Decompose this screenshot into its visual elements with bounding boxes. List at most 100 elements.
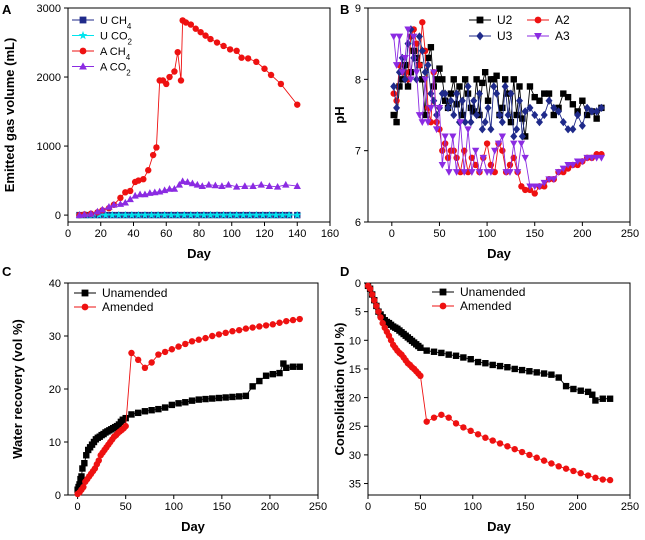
- data-point: [93, 207, 102, 215]
- data-point: [510, 140, 518, 148]
- data-point: [472, 161, 479, 169]
- data-point: [453, 101, 460, 108]
- data-point: [487, 161, 495, 169]
- data-point: [404, 83, 412, 90]
- y-tick-label: 15: [349, 364, 361, 376]
- chart-panel-c: 0 50 100 150 200 250 0 10 20 30 40 Day Water recover…: [2, 264, 327, 534]
- legend-item: A CH4: [72, 46, 131, 62]
- data-point: [121, 198, 129, 206]
- data-point: [166, 73, 173, 81]
- data-point: [494, 140, 503, 148]
- data-point: [569, 101, 577, 108]
- legend-label: Unamended: [102, 286, 167, 300]
- legend-label-subscript: 4: [126, 53, 131, 62]
- data-point: [473, 110, 481, 120]
- chart-panel-b: 0 50 100 150 200 250 6 7 8 9 Day pH B U2 A2 U3 A3: [332, 2, 639, 261]
- y-tick-label: 9: [355, 3, 361, 15]
- data-point: [535, 183, 544, 191]
- data-point: [238, 54, 245, 61]
- y-axis-title: Consolidation (vol %): [332, 323, 347, 456]
- plot-frame: [367, 282, 631, 496]
- x-axis-title: Day: [487, 246, 512, 261]
- data-point: [392, 62, 401, 69]
- data-point: [504, 364, 511, 371]
- data-point: [175, 400, 182, 407]
- data-point: [507, 118, 515, 126]
- data-point: [452, 169, 461, 176]
- y-axis-title: Water recovery (vol %): [10, 319, 25, 459]
- data-point: [145, 167, 152, 174]
- data-point: [599, 476, 606, 483]
- data-point: [114, 210, 123, 219]
- legend-item: Amended: [74, 300, 153, 314]
- data-point: [459, 111, 466, 119]
- data-point: [253, 58, 260, 66]
- data-point: [498, 117, 506, 127]
- data-point: [482, 434, 489, 441]
- data-point: [178, 177, 187, 185]
- y-tick-label: 5: [355, 307, 361, 319]
- y-tick-label: 30: [49, 331, 61, 343]
- data-point: [256, 377, 263, 385]
- data-point: [134, 409, 142, 417]
- data-point: [526, 451, 533, 459]
- data-point: [418, 46, 426, 55]
- data-point: [444, 103, 452, 113]
- legend-marker: [81, 303, 89, 311]
- data-point: [452, 352, 460, 359]
- legend-label: Unamended: [460, 285, 525, 299]
- data-point: [513, 125, 521, 134]
- panel-label: A: [2, 2, 12, 17]
- x-tick-label: 100: [478, 228, 496, 240]
- data-point: [239, 210, 248, 219]
- data-point: [368, 291, 376, 298]
- y-axis-title: Emitted gas volume (mL): [2, 38, 17, 193]
- data-point: [261, 65, 268, 72]
- data-point: [438, 162, 446, 169]
- legend: U2 A2 U3 A3: [469, 13, 570, 43]
- data-point: [398, 69, 406, 77]
- data-point: [583, 103, 591, 113]
- data-point: [449, 133, 457, 141]
- x-tick-label: 80: [193, 228, 205, 240]
- y-tick-label: 2000: [37, 72, 61, 84]
- data-point: [199, 210, 209, 219]
- data-point: [441, 97, 449, 104]
- data-point: [482, 360, 489, 367]
- data-point: [213, 39, 221, 46]
- data-point: [522, 186, 529, 194]
- data-point: [513, 111, 520, 119]
- data-point: [447, 90, 455, 97]
- data-point: [218, 182, 226, 189]
- data-point: [533, 369, 540, 376]
- data-point: [493, 89, 501, 98]
- data-point: [134, 210, 143, 219]
- data-point: [209, 332, 216, 340]
- data-point: [540, 370, 548, 377]
- data-point: [464, 82, 472, 91]
- data-point: [269, 321, 277, 328]
- legend-marker: [439, 288, 447, 296]
- legend-label-subscript: 2: [126, 68, 131, 77]
- x-tick-label: 0: [75, 501, 81, 513]
- data-point: [606, 476, 614, 484]
- data-point: [584, 472, 592, 479]
- legend-item: U3: [469, 29, 513, 43]
- data-point: [390, 111, 397, 119]
- x-tick-label: 200: [261, 501, 279, 513]
- data-point: [450, 110, 458, 120]
- data-point: [235, 393, 243, 400]
- y-tick-label: 35: [349, 479, 361, 491]
- data-point: [401, 75, 409, 84]
- data-point: [244, 55, 252, 62]
- data-point: [232, 182, 241, 190]
- data-point: [215, 331, 223, 338]
- data-point: [474, 431, 482, 438]
- data-point: [390, 33, 398, 41]
- data-point: [401, 55, 409, 62]
- data-point: [489, 437, 496, 444]
- data-point: [583, 154, 591, 162]
- data-point: [490, 76, 497, 83]
- y-tick-label: 30: [349, 450, 361, 462]
